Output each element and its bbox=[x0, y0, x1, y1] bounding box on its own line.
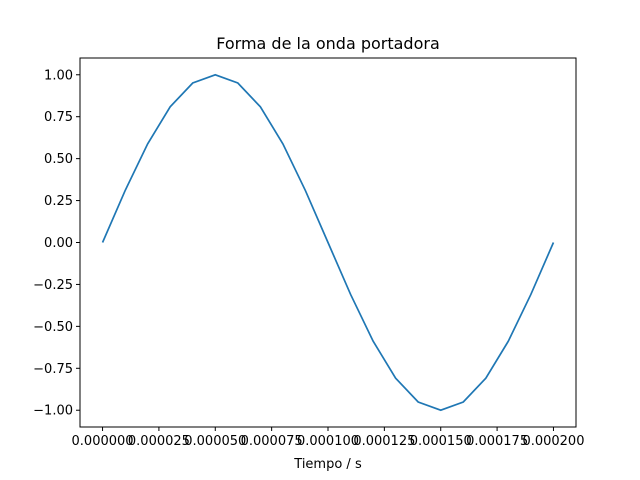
x-tick-label: 0.000150 bbox=[410, 434, 472, 449]
x-tick-label: 0.000200 bbox=[522, 434, 584, 449]
x-tick-label: 0.000125 bbox=[353, 434, 415, 449]
x-tick-label: 0.000075 bbox=[241, 434, 303, 449]
y-tick-label: −0.75 bbox=[33, 362, 73, 377]
plot-area bbox=[101, 73, 555, 412]
y-tick-label: 0.50 bbox=[44, 152, 73, 167]
y-tick-label: −1.00 bbox=[33, 404, 73, 419]
chart-title: Forma de la onda portadora bbox=[216, 34, 440, 53]
y-tick-label: −0.50 bbox=[33, 320, 73, 335]
series-line-0 bbox=[101, 73, 555, 412]
x-tick-label: 0.000050 bbox=[184, 434, 246, 449]
x-axis-label: Tiempo / s bbox=[293, 457, 362, 472]
x-tick-label: 0.000175 bbox=[466, 434, 528, 449]
y-tick-label: 0.75 bbox=[44, 110, 73, 125]
y-tick-label: −0.25 bbox=[33, 278, 73, 293]
y-tick-label: 0.00 bbox=[44, 236, 73, 251]
x-tick-label: 0.000000 bbox=[72, 434, 134, 449]
y-axis: 1.00 0.75 0.50 0.25 0.00 −0.25 −0.50 −0.75 −1.00 bbox=[33, 68, 80, 419]
y-tick-label: 1.00 bbox=[44, 68, 73, 83]
x-tick-label: 0.000025 bbox=[128, 434, 190, 449]
x-axis: 0.0000000.0000250.0000500.0000750.000100… bbox=[72, 427, 584, 449]
y-tick-label: 0.25 bbox=[44, 194, 73, 209]
x-tick-label: 0.000100 bbox=[297, 434, 359, 449]
